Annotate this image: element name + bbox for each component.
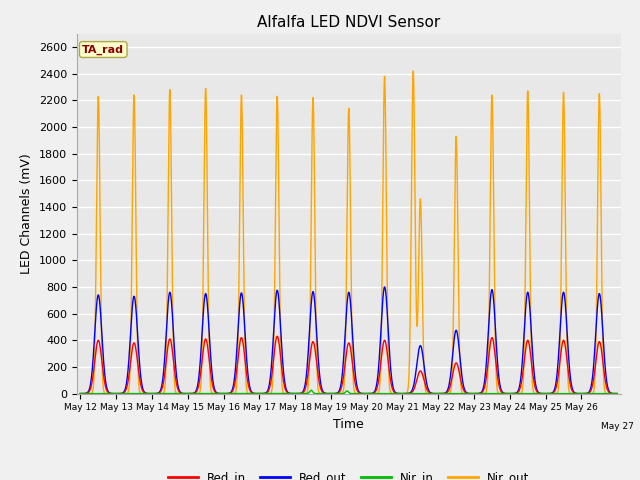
Legend: Red_in, Red_out, Nir_in, Nir_out: Red_in, Red_out, Nir_in, Nir_out bbox=[163, 466, 534, 480]
Title: Alfalfa LED NDVI Sensor: Alfalfa LED NDVI Sensor bbox=[257, 15, 440, 30]
Y-axis label: LED Channels (mV): LED Channels (mV) bbox=[20, 153, 33, 274]
Text: May 27: May 27 bbox=[601, 421, 634, 431]
X-axis label: Time: Time bbox=[333, 418, 364, 431]
Text: TA_rad: TA_rad bbox=[82, 44, 124, 55]
